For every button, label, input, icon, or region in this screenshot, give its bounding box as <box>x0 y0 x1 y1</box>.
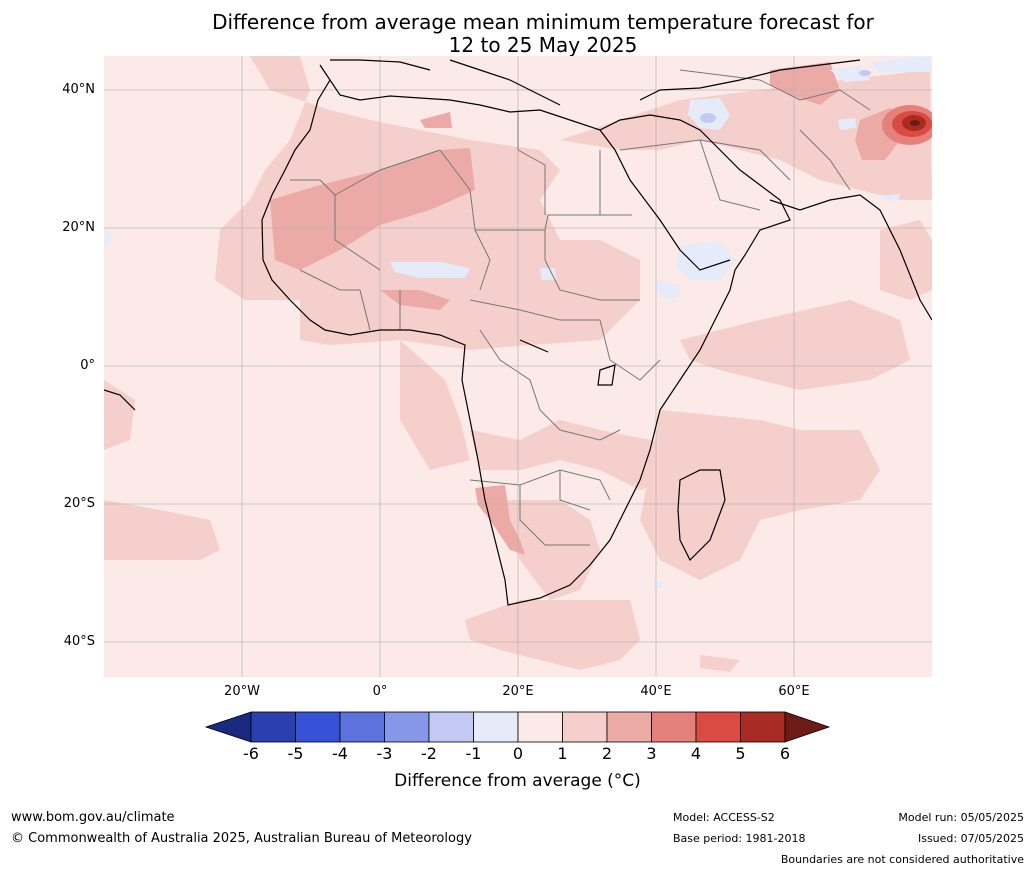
colorbar-swatch <box>606 711 652 743</box>
anomaly-cool-core <box>700 113 716 123</box>
colorbar-swatch <box>339 711 385 743</box>
colorbar-tick-label: 2 <box>601 744 613 763</box>
lat-label-20n: 20°N <box>62 220 95 235</box>
lon-label-40e: 40°E <box>640 684 672 699</box>
colorbar-tick-label: -4 <box>332 744 348 763</box>
colorbar-tick-label: 1 <box>557 744 568 763</box>
colorbar-tick-label: -5 <box>287 744 304 763</box>
colorbar-swatch <box>517 711 563 743</box>
colorbar-title: Difference from average (°C) <box>394 771 641 791</box>
footer-model-run: Model run: 05/05/2025 <box>898 811 1024 824</box>
colorbar-tick-label: 4 <box>690 744 702 763</box>
chart-title-line1: Difference from average mean minimum tem… <box>212 10 874 34</box>
coastlines <box>104 59 932 606</box>
chart-title-line2: 12 to 25 May 2025 <box>448 33 638 57</box>
lat-label-40s: 40°S <box>63 634 95 649</box>
colorbar-tick-label: -6 <box>243 744 259 763</box>
anomaly-strong-region <box>882 105 932 145</box>
colorbar-tick-label: 6 <box>779 744 791 763</box>
colorbar-tick-label: 5 <box>735 744 746 763</box>
colorbar-tick-label: -2 <box>421 744 437 763</box>
colorbar-tick-label: -3 <box>376 744 393 763</box>
footer-issued: Issued: 07/05/2025 <box>917 832 1024 845</box>
colorbar-swatch <box>250 711 296 743</box>
footer-disclaimer: Boundaries are not considered authoritat… <box>780 853 1024 866</box>
lon-label-20w: 20°W <box>224 684 260 699</box>
colorbar-tick-label: 3 <box>646 744 657 763</box>
lat-label-20s: 20°S <box>63 496 95 511</box>
colorbar <box>204 711 831 743</box>
footer-model: Model: ACCESS-S2 <box>673 811 775 824</box>
colorbar-swatch <box>695 711 741 743</box>
colorbar-swatch <box>740 711 786 743</box>
lat-label-0: 0° <box>80 358 95 373</box>
colorbar-tick-label: 0 <box>512 744 524 763</box>
lon-label-60e: 60°E <box>778 684 810 699</box>
lat-label-40n: 40°N <box>62 82 95 97</box>
colorbar-swatch <box>651 711 697 743</box>
colorbar-swatch <box>384 711 430 743</box>
country-borders <box>290 69 871 546</box>
lon-label-0: 0° <box>372 684 388 699</box>
footer-base-period: Base period: 1981-2018 <box>673 832 806 845</box>
colorbar-swatch <box>295 711 341 743</box>
lon-label-20e: 20°E <box>502 684 534 699</box>
anomaly-cool-regions <box>104 56 932 588</box>
graticule <box>104 56 932 677</box>
colorbar-swatch <box>428 711 474 743</box>
colorbar-swatch <box>562 711 608 743</box>
footer-website: www.bom.gov.au/climate <box>11 810 175 825</box>
colorbar-tick-label: -1 <box>465 744 482 763</box>
footer-copyright: © Commonwealth of Australia 2025, Austra… <box>11 831 472 846</box>
colorbar-swatch <box>473 711 519 743</box>
